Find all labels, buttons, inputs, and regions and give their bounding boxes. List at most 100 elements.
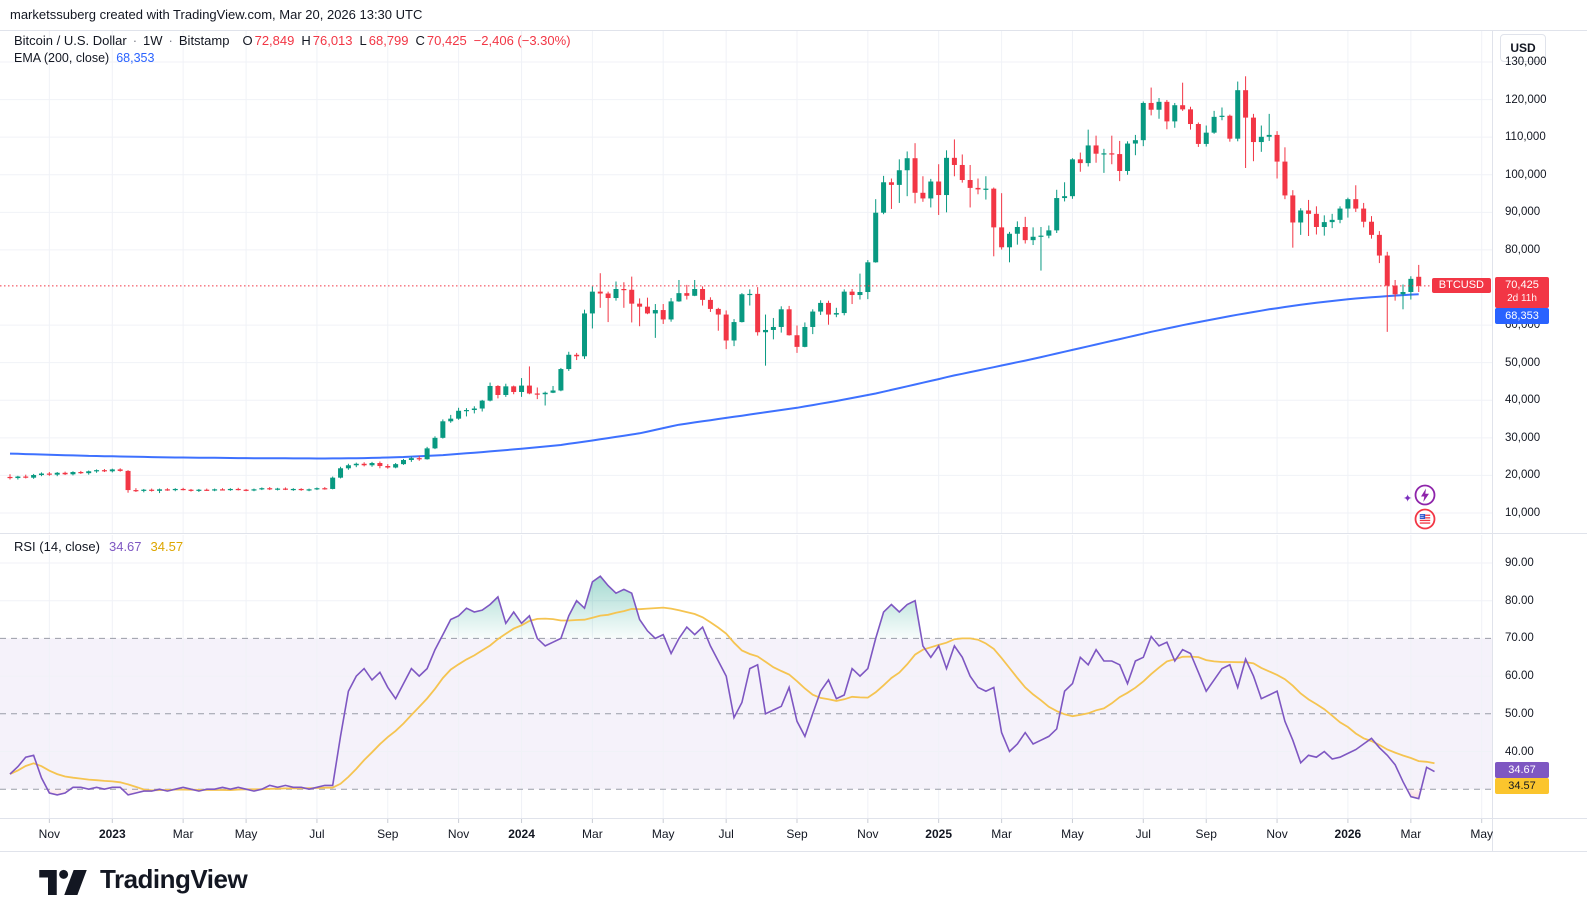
candle-body — [424, 448, 430, 460]
candle-body — [62, 472, 68, 475]
time-axis-label[interactable]: 2026 — [1334, 827, 1362, 841]
price-tick-label: 130,000 — [1505, 56, 1547, 68]
time-axis-label[interactable]: Sep — [786, 827, 808, 841]
candle-body — [1392, 285, 1398, 295]
candle-body — [338, 468, 344, 478]
candle-body — [101, 470, 107, 472]
time-axis-label[interactable]: Nov — [1266, 827, 1288, 841]
candle-body — [54, 472, 60, 475]
time-axis-label[interactable]: 2024 — [508, 827, 535, 841]
candle-body — [936, 181, 942, 196]
candle-body — [605, 293, 611, 299]
candle-body — [1321, 222, 1327, 227]
rsi-line — [9, 575, 1435, 800]
candle-body — [440, 421, 446, 438]
time-axis-label[interactable]: May — [651, 827, 675, 841]
economic-event-flag-icon[interactable] — [1414, 508, 1436, 530]
candle-body — [408, 458, 414, 461]
time-axis-label[interactable]: May — [1470, 827, 1494, 841]
time-axis-label[interactable]: Nov — [38, 827, 61, 841]
candle-body — [1353, 199, 1359, 209]
time-axis-label[interactable]: Nov — [857, 827, 879, 841]
time-axis-label[interactable]: Mar — [991, 827, 1012, 841]
candle-body — [456, 410, 462, 419]
rsi-overbought-fill — [875, 600, 922, 639]
candle-body — [534, 393, 540, 395]
candle-body — [865, 262, 871, 293]
open-value: 72,849 — [254, 33, 295, 48]
candle-body — [86, 471, 92, 474]
time-axis-label[interactable]: Sep — [377, 827, 399, 841]
candle-body — [188, 489, 194, 491]
price-tick-label: 80,000 — [1505, 243, 1541, 256]
time-axis-label[interactable]: Jul — [309, 827, 325, 841]
candle-body — [1376, 234, 1382, 256]
candle-body — [1250, 117, 1256, 143]
candle-body — [314, 488, 320, 490]
price-tick-label: 20,000 — [1505, 469, 1541, 482]
time-axis-label[interactable]: Sep — [1195, 827, 1217, 841]
candle-body — [1132, 140, 1138, 144]
candle-body — [519, 385, 525, 392]
candle-body — [275, 488, 281, 490]
low-value: 68,799 — [368, 33, 409, 48]
time-axis-label[interactable]: Mar — [582, 827, 603, 841]
candle-body — [566, 354, 572, 370]
lightning-event-icon[interactable] — [1414, 484, 1436, 506]
candle-body — [227, 488, 233, 491]
ema-price-badge: 68,353 — [1495, 308, 1549, 324]
time-axis-label[interactable]: Jul — [718, 827, 734, 841]
candle-body — [471, 408, 477, 411]
price-tick-label: 10,000 — [1505, 507, 1541, 519]
legend-separator: · — [168, 33, 173, 48]
time-axis-label[interactable]: Mar — [172, 827, 194, 841]
candle-body — [558, 369, 564, 391]
candle-body — [172, 488, 178, 491]
candle-body — [1408, 278, 1414, 293]
candle-body — [416, 458, 422, 460]
candle-body — [448, 418, 454, 422]
high-value: 76,013 — [312, 33, 353, 48]
close-label: C — [415, 33, 425, 48]
candle-body — [23, 476, 29, 478]
candle-body — [1125, 143, 1131, 171]
price-tick-label: 100,000 — [1505, 168, 1547, 181]
candle-body — [810, 311, 816, 327]
time-axis-label[interactable]: Nov — [447, 827, 470, 841]
time-axis-label[interactable]: 2023 — [98, 827, 126, 841]
candle-body — [841, 291, 847, 314]
time-axis-label[interactable]: May — [1061, 827, 1084, 841]
candle-body — [1345, 199, 1351, 209]
candle-body — [1203, 132, 1209, 144]
candle-body — [204, 489, 210, 491]
candle-body — [463, 410, 469, 412]
candle-body — [1329, 219, 1335, 223]
candle-body — [904, 158, 910, 171]
candle-body — [629, 289, 635, 304]
candle-body — [763, 329, 769, 333]
candle-body — [692, 289, 698, 296]
candle-body — [1243, 90, 1249, 118]
time-axis-label[interactable]: Jul — [1135, 827, 1151, 841]
ema-legend[interactable]: EMA (200, close) 68,353 — [14, 51, 154, 65]
rsi-tick-label: 90.00 — [1505, 557, 1534, 569]
candle-body — [243, 489, 249, 491]
tradingview-logo[interactable]: TradingView — [38, 864, 248, 895]
rsi-legend[interactable]: RSI (14, close) 34.67 34.57 — [14, 539, 183, 554]
candle-body — [1219, 115, 1225, 117]
candle-body — [1140, 102, 1146, 141]
candle-body — [589, 291, 595, 314]
candle-body — [31, 475, 37, 478]
candle-body — [1195, 124, 1201, 144]
low-label: L — [359, 33, 367, 48]
time-axis-label[interactable]: Mar — [1400, 827, 1422, 841]
time-axis-label[interactable]: 2025 — [925, 827, 953, 841]
candle-body — [149, 489, 155, 491]
time-axis-label[interactable]: May — [234, 827, 258, 841]
currency-toggle-button[interactable]: USD — [1500, 34, 1546, 62]
candle-body — [385, 466, 391, 468]
candle-body — [1235, 90, 1241, 139]
